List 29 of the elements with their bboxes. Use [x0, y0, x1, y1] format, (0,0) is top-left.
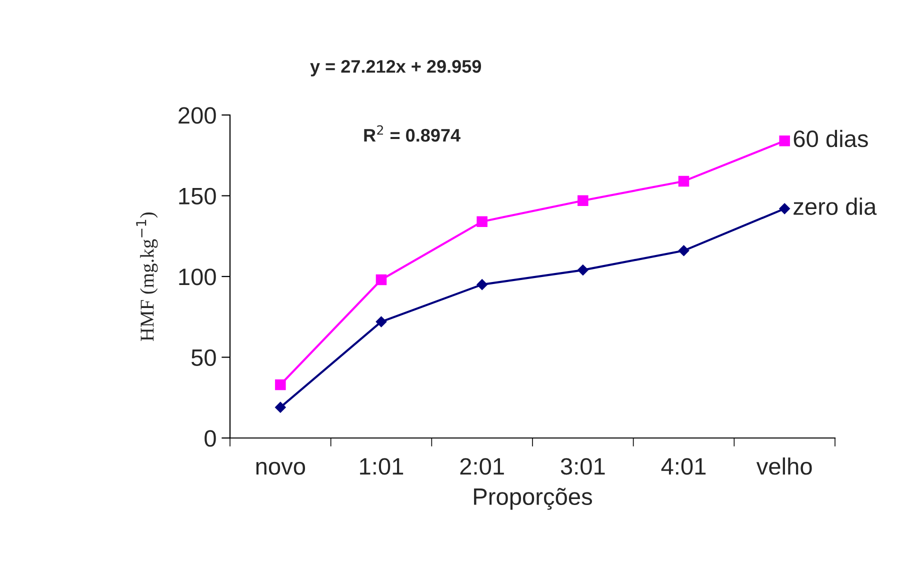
series-label: 60 dias — [794, 130, 868, 148]
point — [678, 176, 690, 187]
y-tick-label: 0 — [204, 430, 216, 447]
x-tick-label: novo — [256, 462, 306, 475]
point — [779, 135, 790, 146]
point — [578, 195, 588, 206]
x-tick-label: velho — [756, 457, 812, 475]
point — [376, 274, 387, 286]
point — [476, 216, 488, 227]
x-tick-label: 2:01 — [460, 458, 504, 475]
y-tick-label: 100 — [179, 268, 216, 286]
y-tick-label: 150 — [179, 188, 216, 205]
text: y = 27.212x + 29.959 — [310, 60, 482, 76]
point — [274, 402, 286, 413]
y-tick-label: 200 — [178, 107, 216, 124]
y-axis-title: HMF (mg.kg$^{−1}$) — [136, 212, 158, 341]
point — [678, 245, 690, 256]
x-tick-label: 3:01 — [560, 458, 605, 475]
point — [476, 279, 488, 290]
series-label: zero dia — [794, 198, 877, 216]
x-tick-label: 1:01 — [360, 458, 404, 475]
annotation: R$^{2}$ = 0.8974 — [364, 125, 460, 142]
x-tick-label: 4:01 — [661, 458, 706, 475]
x-axis-title: Proporções — [474, 488, 592, 510]
point — [779, 203, 790, 214]
point — [275, 379, 286, 390]
point — [577, 264, 588, 276]
point — [376, 316, 387, 328]
y-tick-label: 50 — [191, 349, 216, 366]
